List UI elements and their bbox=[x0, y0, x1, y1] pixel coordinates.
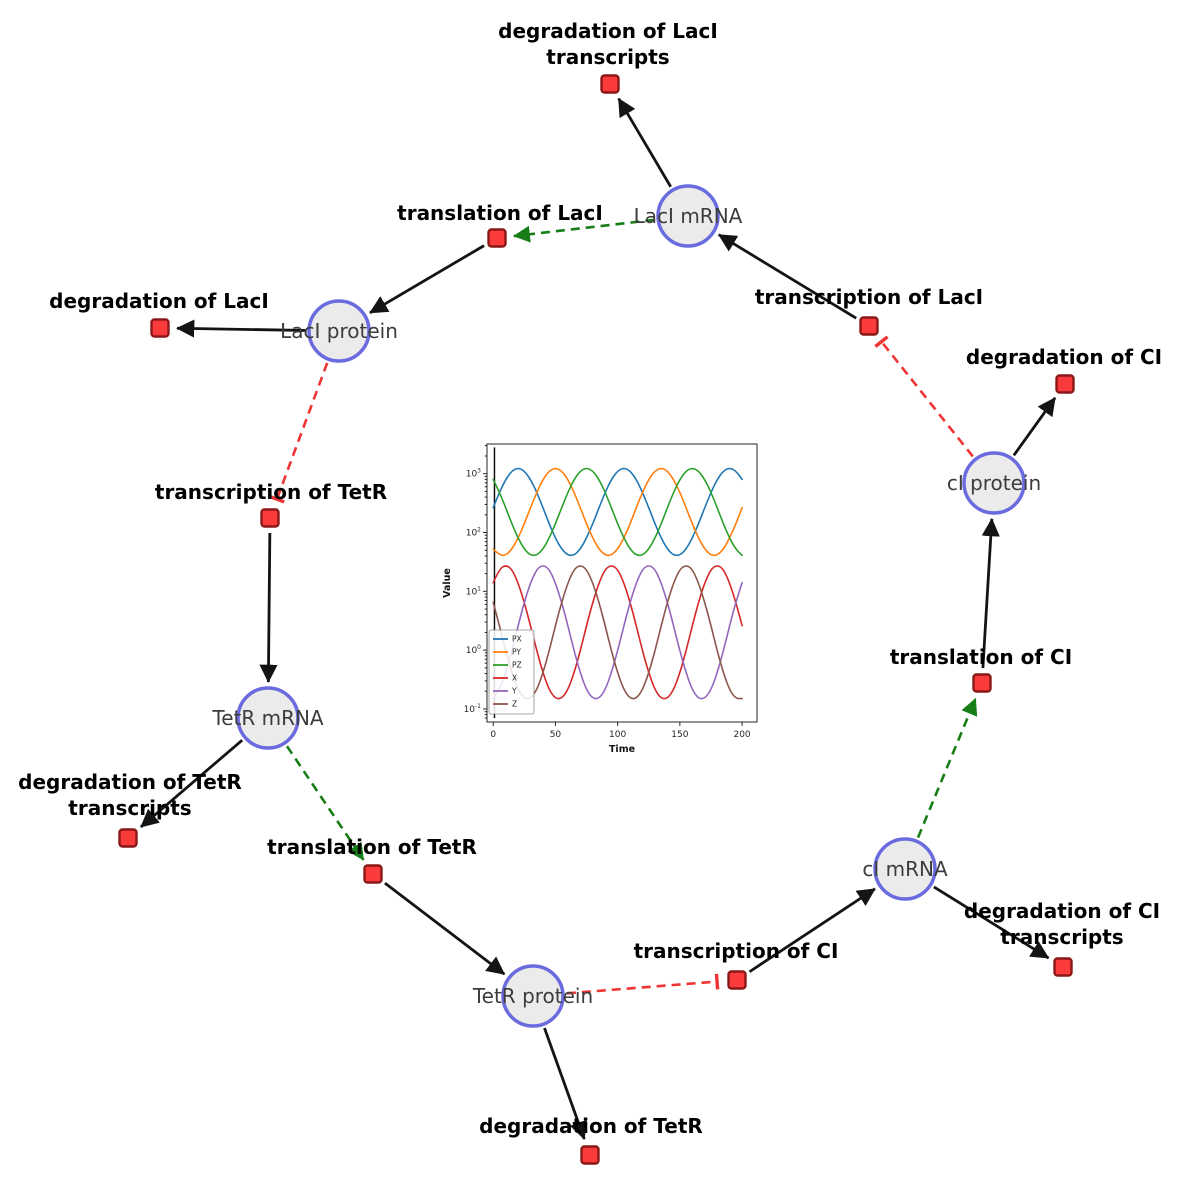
species-node-laci_protein bbox=[307, 299, 371, 363]
x-axis-label: Time bbox=[609, 744, 635, 755]
legend-label-Y: Y bbox=[511, 687, 517, 696]
edge-laci_protein-to-tx_tetr bbox=[269, 362, 329, 504]
reaction-node-deg_laci_tx bbox=[600, 74, 620, 94]
y-tick-label: 102 bbox=[466, 527, 481, 539]
legend-label-PZ: PZ bbox=[512, 661, 522, 670]
node-layer bbox=[118, 74, 1075, 1165]
y-tick-label: 103 bbox=[466, 468, 481, 480]
edge-tx_laci-to-laci_mrna bbox=[717, 233, 857, 320]
species-node-ci_mrna bbox=[873, 837, 937, 901]
edge-tetr_mrna-to-deg_tetr_tx bbox=[139, 739, 244, 828]
edge-ci_mrna-to-deg_ci_tx bbox=[933, 885, 1050, 960]
edge-tetr_protein-to-deg_tetr bbox=[543, 1027, 587, 1140]
series-line-Z bbox=[492, 565, 743, 700]
x-tick-label: 50 bbox=[550, 730, 562, 740]
x-tick-label: 0 bbox=[490, 730, 496, 740]
edge-ci_protein-to-tx_laci bbox=[874, 335, 974, 458]
edge-tx_ci-to-ci_mrna bbox=[748, 887, 876, 973]
x-tick-label: 100 bbox=[609, 730, 626, 740]
reaction-node-tx_ci bbox=[727, 970, 747, 990]
reaction-node-deg_tetr bbox=[580, 1145, 600, 1165]
edge-ci_protein-to-deg_ci bbox=[1012, 396, 1057, 457]
species-node-laci_mrna bbox=[656, 184, 720, 248]
reaction-node-deg_ci bbox=[1055, 374, 1075, 394]
y-tick-label: 100 bbox=[466, 644, 481, 656]
series-line-PY bbox=[492, 467, 743, 557]
edge-transl_laci-to-laci_protein bbox=[369, 244, 485, 314]
reaction-node-transl_laci bbox=[487, 228, 507, 248]
edge-tetr_mrna-to-transl_tetr bbox=[285, 745, 365, 861]
species-node-ci_protein bbox=[962, 451, 1026, 515]
legend-label-PX: PX bbox=[512, 635, 522, 644]
y-tick-label: 101 bbox=[466, 585, 481, 597]
reaction-node-tx_tetr bbox=[260, 508, 280, 528]
x-tick-label: 200 bbox=[733, 730, 750, 740]
reaction-node-transl_ci bbox=[972, 673, 992, 693]
edge-layer bbox=[139, 97, 1057, 1140]
reaction-node-deg_ci_tx bbox=[1053, 957, 1073, 977]
time-series-inset: 10-1 100 101 102 103 0 50 100 150 200 Time Value PX P… bbox=[437, 432, 777, 767]
species-node-tetr_mrna bbox=[236, 686, 300, 750]
edge-transl_tetr-to-tetr_protein bbox=[384, 881, 506, 976]
series-line-Y bbox=[492, 565, 743, 700]
y-tick-label: 10-1 bbox=[464, 703, 482, 715]
series-line-X bbox=[492, 565, 743, 700]
edge-laci_mrna-to-deg_laci_tx bbox=[617, 97, 672, 188]
edge-laci_protein-to-deg_laci bbox=[176, 319, 306, 338]
legend-label-PY: PY bbox=[512, 648, 521, 657]
legend bbox=[488, 629, 535, 715]
edge-tetr_protein-to-tx_ci bbox=[566, 973, 720, 995]
edge-ci_mrna-to-transl_ci bbox=[916, 697, 978, 839]
edge-laci_mrna-to-transl_laci bbox=[513, 218, 655, 243]
edge-transl_ci-to-ci_protein bbox=[981, 518, 1000, 669]
legend-label-X: X bbox=[512, 674, 517, 683]
species-node-tetr_protein bbox=[501, 964, 565, 1028]
edge-tx_tetr-to-tetr_mrna bbox=[259, 532, 278, 683]
reaction-node-transl_tetr bbox=[363, 864, 383, 884]
reaction-node-deg_laci bbox=[150, 318, 170, 338]
legend-label-Z: Z bbox=[512, 700, 517, 709]
y-axis-label: Value bbox=[442, 568, 453, 598]
series-line-PZ bbox=[492, 467, 743, 557]
reaction-node-deg_tetr_tx bbox=[118, 828, 138, 848]
reaction-node-tx_laci bbox=[859, 316, 879, 336]
x-tick-label: 150 bbox=[671, 730, 688, 740]
series-group bbox=[492, 467, 743, 700]
